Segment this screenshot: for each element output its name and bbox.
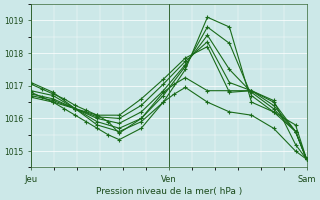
X-axis label: Pression niveau de la mer( hPa ): Pression niveau de la mer( hPa ) bbox=[96, 187, 242, 196]
